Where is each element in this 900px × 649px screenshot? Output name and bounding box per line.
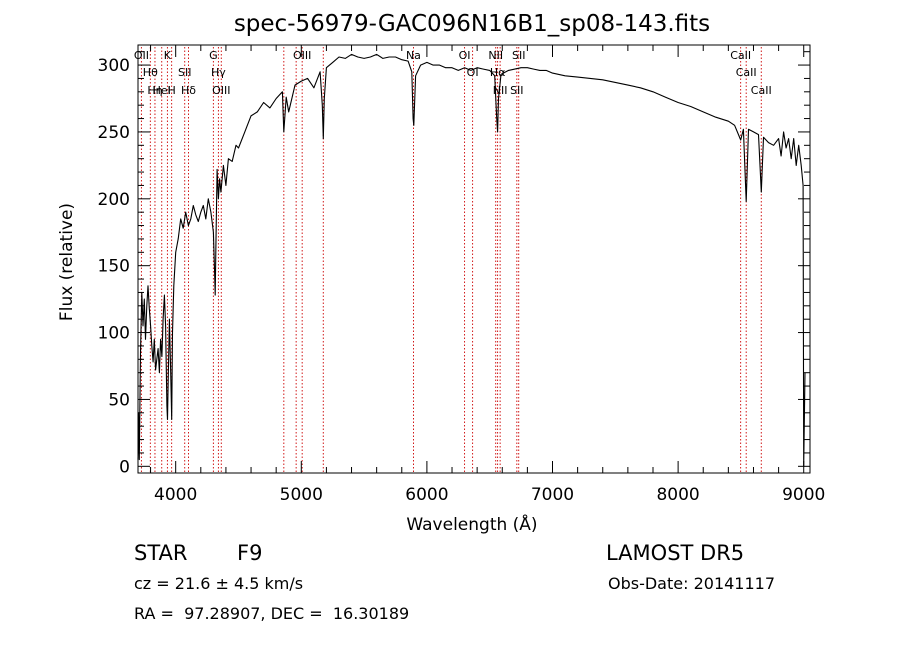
line-marker-label: SII <box>178 66 191 79</box>
y-tick-label: 300 <box>98 56 130 76</box>
line-marker-label: OI <box>467 66 479 79</box>
survey-name: LAMOST DR5 <box>606 541 745 565</box>
y-tick-label: 150 <box>98 257 130 277</box>
line-marker-label: SII <box>510 84 523 97</box>
line-marker-label: Na <box>406 49 421 62</box>
x-axis-ticks: 4000 5000 6000 7000 8000 9000 <box>150 45 825 505</box>
x-axis-label: Wavelength (Å) <box>406 513 537 535</box>
line-marker-label: H <box>168 84 176 97</box>
line-marker-label: Hγ <box>211 66 226 79</box>
line-marker-label: OIII <box>212 84 230 97</box>
spectrum-line <box>137 53 806 467</box>
redshift-info: cz = 21.6 ± 4.5 km/s <box>134 574 304 593</box>
plot-frame <box>137 44 811 474</box>
coordinates: RA = 97.28907, DEC = 16.30189 <box>134 604 410 623</box>
y-tick-label: 250 <box>98 123 130 143</box>
line-marker-label: Hδ <box>181 84 196 97</box>
y-axis-ticks: 0 50 100 150 200 250 300 <box>98 51 810 477</box>
x-tick-label: 4000 <box>154 485 197 505</box>
obs-date: Obs-Date: 20141117 <box>608 574 776 593</box>
line-marker-label: G <box>209 49 218 62</box>
spectral-line-markers <box>140 47 762 473</box>
line-marker-label: CaII <box>751 84 772 97</box>
line-marker-label: Hα <box>490 66 506 79</box>
y-tick-label: 0 <box>119 457 130 477</box>
object-subclass: F9 <box>237 541 263 565</box>
x-tick-label: 9000 <box>782 485 825 505</box>
line-marker-label: Hθ <box>143 66 158 79</box>
line-marker-label: K <box>164 49 172 62</box>
line-marker-label: CaII <box>736 66 757 79</box>
x-tick-label: 7000 <box>531 485 574 505</box>
line-marker-label: OIII <box>293 49 311 62</box>
line-marker-label: HeI <box>153 84 171 97</box>
y-axis-label: Flux (relative) <box>57 203 77 321</box>
y-tick-label: 200 <box>98 190 130 210</box>
x-tick-label: 8000 <box>656 485 699 505</box>
line-marker-label: Hη <box>147 84 162 97</box>
line-marker-label: CaII <box>730 49 751 62</box>
line-marker-label: OI <box>459 49 471 62</box>
line-marker-label: OII <box>134 49 149 62</box>
y-tick-label: 100 <box>98 324 130 344</box>
line-marker-label: SII <box>512 49 525 62</box>
chart-title: spec-56979-GAC096N16B1_sp08-143.fits <box>234 11 710 37</box>
y-tick-label: 50 <box>108 390 130 410</box>
line-marker-label: NII <box>493 84 508 97</box>
x-tick-label: 5000 <box>280 485 323 505</box>
object-class: STAR <box>134 541 188 565</box>
line-marker-label: NII <box>488 49 503 62</box>
x-tick-label: 6000 <box>405 485 448 505</box>
